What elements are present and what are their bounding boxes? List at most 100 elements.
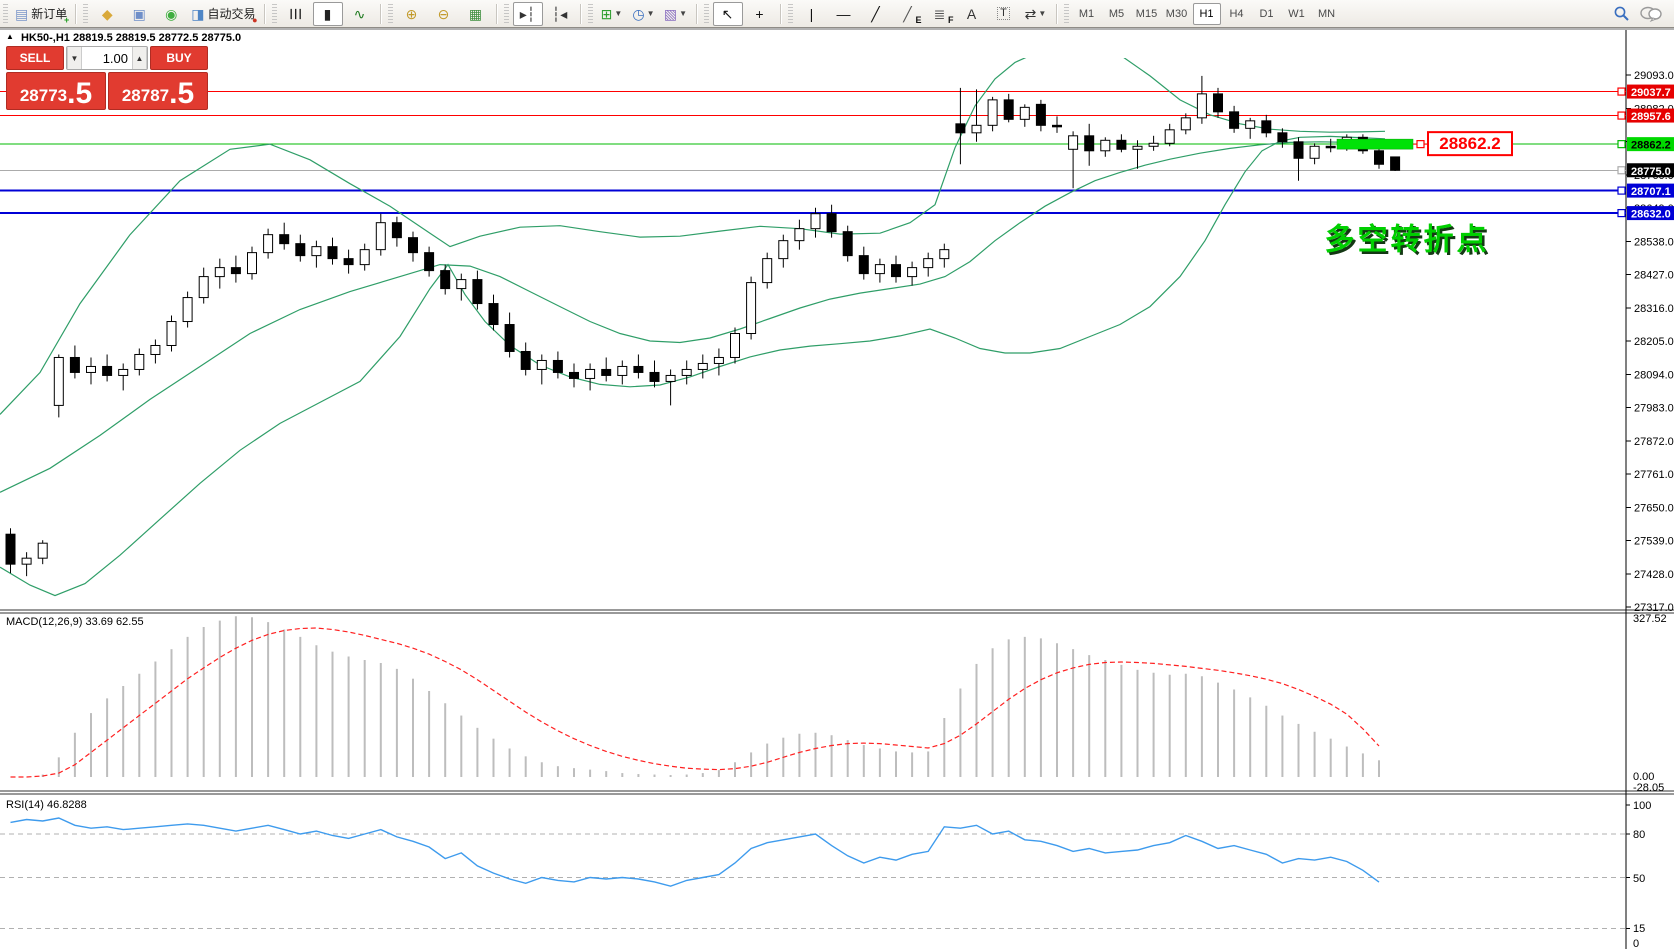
svg-text:0.00: 0.00 bbox=[1633, 771, 1654, 783]
auto-trading-button-label: 自动交易 bbox=[207, 6, 256, 21]
horizontal-line-button[interactable]: — bbox=[829, 2, 859, 26]
auto-scroll-button[interactable]: ▸┆ bbox=[512, 1, 543, 26]
zoom-out-button[interactable]: ⊖ bbox=[429, 2, 459, 26]
toolbar-grip bbox=[787, 3, 793, 24]
chart-window-icon: ▣ bbox=[132, 5, 146, 22]
bar-chart-icon: ☰ bbox=[287, 7, 304, 20]
auto-trading-button[interactable]: ◨ ● 自动交易 bbox=[188, 2, 258, 26]
buy-price[interactable]: 28787.5 bbox=[108, 72, 208, 110]
new-order-button-label: 新订单 bbox=[31, 6, 68, 21]
toolbar-grip bbox=[83, 3, 89, 24]
channel-button[interactable]: ╱ E bbox=[893, 2, 923, 26]
trendline-icon: ╱ bbox=[871, 5, 880, 22]
crosshair-button[interactable]: + bbox=[745, 2, 775, 26]
timeframe-m15[interactable]: M15 bbox=[1135, 7, 1158, 20]
sell-price[interactable]: 28773.5 bbox=[6, 72, 106, 110]
fibonacci-icon: ≣ bbox=[933, 5, 946, 22]
vertical-line-icon: | bbox=[809, 5, 814, 22]
timeframe-h1[interactable]: H1 bbox=[1192, 2, 1221, 25]
svg-text:28538.0: 28538.0 bbox=[1634, 236, 1674, 248]
periods-button[interactable]: ◷ ▼ bbox=[629, 2, 659, 26]
fibonacci-button[interactable]: ≣ F bbox=[925, 2, 955, 26]
svg-text:27983.0: 27983.0 bbox=[1634, 403, 1674, 415]
dropdown-arrow-icon[interactable]: ▼ bbox=[614, 8, 623, 18]
line-anchor-marker bbox=[1617, 186, 1626, 195]
sell-button[interactable]: SELL bbox=[6, 46, 64, 70]
dropdown-arrow-icon[interactable]: ▼ bbox=[646, 8, 655, 18]
line-chart-button[interactable]: ∿ bbox=[345, 2, 375, 26]
chart-shift-button[interactable]: ┆◂ bbox=[545, 2, 575, 26]
signals-icon[interactable]: ◉ bbox=[156, 2, 186, 26]
svg-text:-28.05: -28.05 bbox=[1633, 782, 1664, 794]
macd-label: MACD(12,26,9) 33.69 62.55 bbox=[6, 616, 144, 628]
toolbar-separator bbox=[779, 3, 781, 24]
candlestick-series bbox=[5, 75, 1401, 577]
bar-chart-button[interactable]: ☰ bbox=[281, 2, 311, 26]
zoom-in-button[interactable]: ⊕ bbox=[397, 2, 427, 26]
highlight-bar[interactable] bbox=[1336, 138, 1414, 150]
arrows-button[interactable]: ⇄ ▼ bbox=[1021, 2, 1051, 26]
overlay-glyph: + bbox=[63, 14, 70, 25]
collapse-arrow-icon[interactable]: ▲ bbox=[6, 32, 14, 41]
new-order-button[interactable]: ▤ + 新订单 bbox=[12, 2, 70, 26]
text-label-button[interactable]: T bbox=[989, 2, 1019, 26]
search-icon[interactable] bbox=[1613, 5, 1630, 22]
toolbar-grip bbox=[387, 3, 393, 24]
indicators-icon: ⊞ bbox=[600, 5, 613, 22]
timeframe-mn[interactable]: MN bbox=[1317, 7, 1336, 20]
svg-text:0: 0 bbox=[1633, 938, 1639, 949]
tile-windows-icon: ▦ bbox=[468, 5, 483, 22]
rsi-line bbox=[10, 817, 1380, 887]
price-badge-28632.0: 28632.0 bbox=[1627, 206, 1674, 221]
svg-text:28205.0: 28205.0 bbox=[1634, 336, 1674, 348]
overlay-glyph: ● bbox=[252, 14, 258, 25]
zoom-out-icon: ⊖ bbox=[437, 5, 450, 22]
volume-increase-button[interactable]: ▲ bbox=[132, 47, 147, 69]
toolbar-separator bbox=[263, 3, 265, 24]
timeframe-w1[interactable]: W1 bbox=[1288, 7, 1305, 20]
eraser-icon: ◆ bbox=[101, 5, 113, 22]
cursor-button[interactable]: ↖ bbox=[712, 1, 743, 26]
timeframe-h4[interactable]: H4 bbox=[1229, 7, 1244, 20]
price-tag[interactable]: 28862.2 bbox=[1413, 131, 1513, 157]
svg-text:28094.0: 28094.0 bbox=[1634, 369, 1674, 381]
templates-button[interactable]: ▧ ▼ bbox=[661, 2, 691, 26]
macd-signal-line bbox=[10, 627, 1380, 778]
tile-windows-button[interactable]: ▦ bbox=[461, 2, 491, 26]
line-anchor-marker bbox=[1617, 111, 1626, 120]
zoom-in-icon: ⊕ bbox=[405, 5, 418, 22]
toolbar-separator bbox=[379, 3, 381, 24]
indicators-button[interactable]: ⊞ ▼ bbox=[597, 2, 627, 26]
volume-input[interactable] bbox=[82, 47, 132, 69]
timeframe-m5[interactable]: M5 bbox=[1108, 7, 1125, 20]
candlestick-button[interactable]: ▮ bbox=[312, 1, 343, 26]
timeframe-m1[interactable]: M1 bbox=[1078, 7, 1095, 20]
toolbar-grip bbox=[1063, 3, 1069, 24]
buy-button[interactable]: BUY bbox=[150, 46, 208, 70]
toolbar-separator bbox=[75, 3, 77, 24]
text-button[interactable]: A bbox=[957, 2, 987, 26]
price-badge-28957.6: 28957.6 bbox=[1627, 108, 1674, 123]
eraser-icon[interactable]: ◆ bbox=[92, 2, 122, 26]
price-badge-28775.0: 28775.0 bbox=[1627, 163, 1674, 178]
chat-icon[interactable] bbox=[1640, 6, 1662, 22]
chart-window-icon[interactable]: ▣ bbox=[124, 2, 154, 26]
new-order-icon: ▤ bbox=[15, 5, 29, 22]
svg-text:27650.0: 27650.0 bbox=[1634, 502, 1674, 514]
toolbar-grip bbox=[703, 3, 709, 24]
trendline-button[interactable]: ╱ bbox=[861, 2, 891, 26]
volume-decrease-button[interactable]: ▼ bbox=[67, 47, 82, 69]
dropdown-arrow-icon[interactable]: ▼ bbox=[679, 8, 688, 18]
svg-text:28957.6: 28957.6 bbox=[1631, 111, 1671, 123]
vertical-line-button[interactable]: | bbox=[797, 2, 827, 26]
timeframe-m30[interactable]: M30 bbox=[1165, 7, 1188, 20]
dropdown-arrow-icon[interactable]: ▼ bbox=[1038, 8, 1047, 18]
timeframe-d1[interactable]: D1 bbox=[1259, 7, 1274, 20]
svg-text:多空转折点: 多空转折点 bbox=[1327, 226, 1492, 259]
line-anchor-marker bbox=[1617, 166, 1626, 175]
